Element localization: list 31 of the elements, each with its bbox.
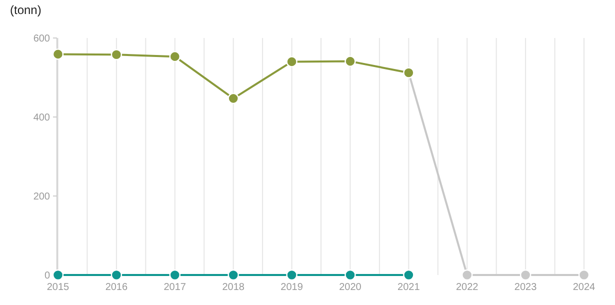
- point: [403, 269, 414, 281]
- point: [462, 269, 473, 281]
- point: [228, 92, 239, 104]
- point: [169, 50, 180, 62]
- point: [578, 269, 590, 281]
- x-tick-label: 2016: [105, 282, 128, 293]
- x-tick-label: 2020: [339, 282, 362, 293]
- y-axis-title: (tonn): [10, 3, 42, 17]
- x-tick-label: 2021: [398, 282, 420, 293]
- y-tick-label: 400: [33, 112, 50, 124]
- y-tick-label: 200: [33, 192, 50, 202]
- point: [52, 269, 64, 281]
- y-tick-label: 600: [33, 34, 50, 44]
- point: [52, 48, 64, 60]
- x-tick-label: 2023: [514, 282, 538, 293]
- point: [169, 269, 180, 281]
- x-tick-label: 2018: [222, 282, 245, 293]
- point: [286, 269, 298, 281]
- x-tick-label: 2024: [572, 282, 596, 293]
- point: [228, 269, 239, 281]
- point: [110, 269, 122, 281]
- point: [344, 56, 356, 67]
- x-tick-label: 2019: [280, 282, 304, 293]
- point: [110, 48, 122, 60]
- x-tick-label: 2015: [46, 282, 70, 293]
- x-tick-label: 2017: [164, 282, 186, 293]
- point: [344, 269, 356, 281]
- point: [286, 56, 298, 68]
- y-tick-label: 0: [44, 270, 50, 282]
- point: [520, 269, 532, 281]
- x-tick-label: 2022: [456, 282, 479, 293]
